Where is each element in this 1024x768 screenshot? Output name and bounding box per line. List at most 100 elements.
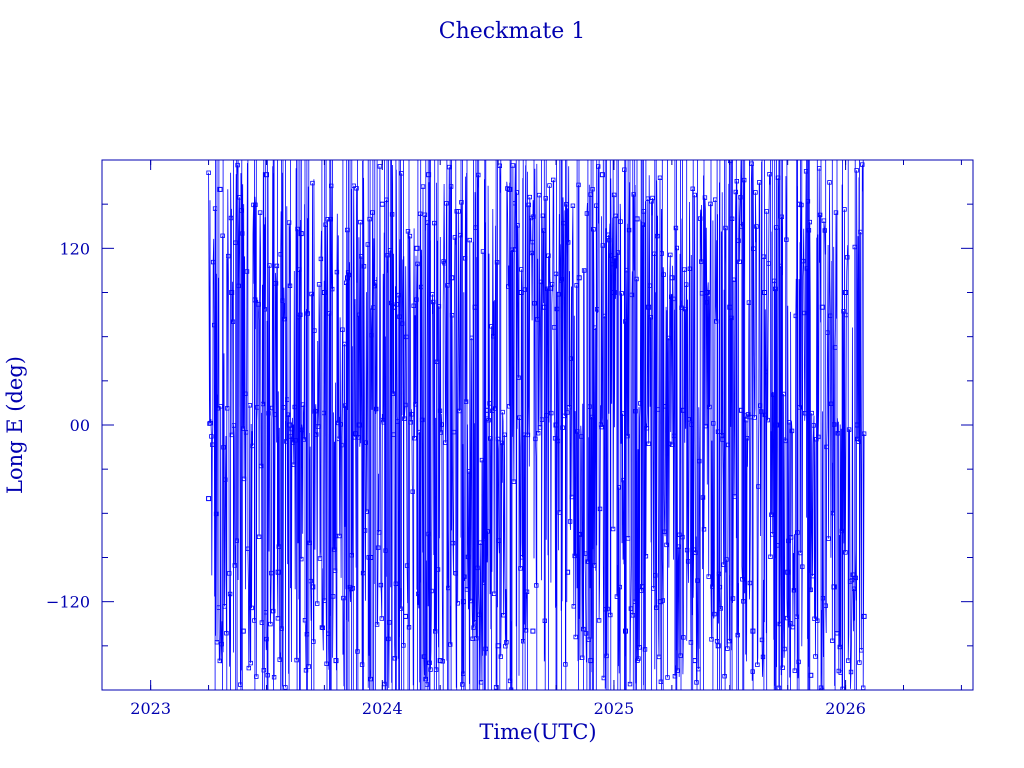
data-point [623, 628, 628, 634]
data-point-marker [815, 618, 820, 623]
data-point [796, 201, 802, 207]
data-point-marker [353, 431, 358, 436]
data-point-marker [825, 330, 830, 335]
data-point-marker [497, 163, 502, 168]
data-point-marker [343, 280, 349, 285]
data-point-marker [416, 591, 421, 597]
data-point-marker [619, 291, 624, 296]
data-point-marker [554, 306, 560, 312]
data-point-marker [537, 425, 543, 430]
data-point-marker [606, 232, 611, 237]
data-point-marker [274, 263, 280, 269]
x-tick-label: 2025 [594, 699, 635, 718]
data-point-marker [273, 281, 279, 286]
data-point-marker [592, 563, 597, 568]
data-point-marker [364, 509, 369, 514]
data-point-marker [589, 414, 594, 420]
data-point-marker [590, 186, 595, 192]
data-point-marker [771, 392, 776, 397]
data-point-marker [615, 250, 620, 255]
data-point-marker [448, 184, 454, 189]
data-point-marker [746, 300, 752, 305]
data-point-marker [607, 237, 612, 243]
data-point-marker [240, 426, 246, 431]
data-point [692, 658, 698, 664]
data-point-marker [579, 434, 584, 439]
data-point-marker [757, 180, 762, 185]
data-point-marker [397, 314, 402, 319]
data-point-marker [518, 566, 523, 571]
data-point-marker [523, 628, 529, 633]
data-point-marker [658, 679, 664, 684]
data-point-marker [743, 417, 749, 423]
data-point-marker [612, 255, 618, 261]
data-point-marker [820, 596, 826, 601]
data-point-marker [791, 588, 797, 593]
data-point-marker [427, 660, 432, 665]
data-point-marker [561, 220, 566, 226]
data-point-marker [266, 411, 271, 416]
data-point-marker [782, 646, 787, 652]
data-point-marker [242, 391, 248, 396]
data-point-marker [221, 445, 226, 450]
data-point-marker [502, 432, 507, 437]
data-layer [206, 160, 867, 690]
data-point-marker [665, 675, 670, 680]
data-point-marker [336, 436, 341, 442]
data-point-marker [226, 571, 232, 576]
data-point-marker [773, 286, 778, 292]
data-point-marker [474, 636, 479, 641]
data-point-marker [207, 421, 212, 426]
data-point-marker [520, 555, 525, 560]
data-point-marker [310, 180, 315, 186]
data-point-marker [659, 251, 664, 256]
data-point-marker [223, 477, 228, 482]
data-point-marker [315, 424, 321, 429]
data-point-marker [580, 655, 585, 660]
data-point-marker [848, 669, 854, 675]
data-point [669, 275, 675, 281]
data-point-marker [417, 211, 423, 216]
data-point-marker [286, 220, 292, 225]
data-point-marker [827, 180, 832, 185]
data-point-marker [736, 238, 741, 243]
data-point-marker [557, 510, 562, 515]
data-point-marker [442, 260, 447, 266]
data-point-marker [249, 605, 254, 611]
data-point-marker [841, 309, 846, 314]
data-point-marker [629, 292, 635, 298]
data-point-marker [823, 603, 828, 608]
data-point-marker [804, 266, 810, 271]
data-point-marker [258, 463, 264, 469]
data-point-marker [741, 599, 746, 604]
data-point-marker [233, 240, 238, 245]
data-point-marker [300, 402, 306, 407]
data-point-marker [710, 584, 715, 589]
data-point-marker [668, 252, 673, 258]
data-point-marker [526, 202, 531, 208]
data-point-marker [808, 587, 813, 592]
data-point-marker [594, 203, 599, 208]
data-point-marker [528, 215, 533, 221]
data-point-marker [610, 261, 615, 267]
data-point-marker [768, 554, 773, 559]
data-point-marker [582, 551, 588, 556]
data-point-marker [301, 437, 307, 442]
data-point-marker [620, 411, 625, 416]
data-point-marker [210, 442, 215, 447]
data-point-marker [389, 212, 395, 217]
data-point-marker [283, 685, 288, 690]
data-point-marker [835, 431, 841, 436]
data-point-marker [293, 438, 298, 443]
data-point-marker [537, 192, 542, 198]
data-point-marker [482, 536, 487, 542]
data-point-marker [540, 213, 546, 218]
data-point-marker [626, 227, 632, 233]
data-point-marker [623, 319, 628, 324]
data-point-marker [699, 259, 704, 264]
data-point-marker [477, 540, 483, 545]
data-point-marker [604, 653, 609, 659]
data-point-marker [527, 194, 532, 200]
data-point-marker [725, 646, 730, 651]
data-point-marker [268, 621, 273, 627]
